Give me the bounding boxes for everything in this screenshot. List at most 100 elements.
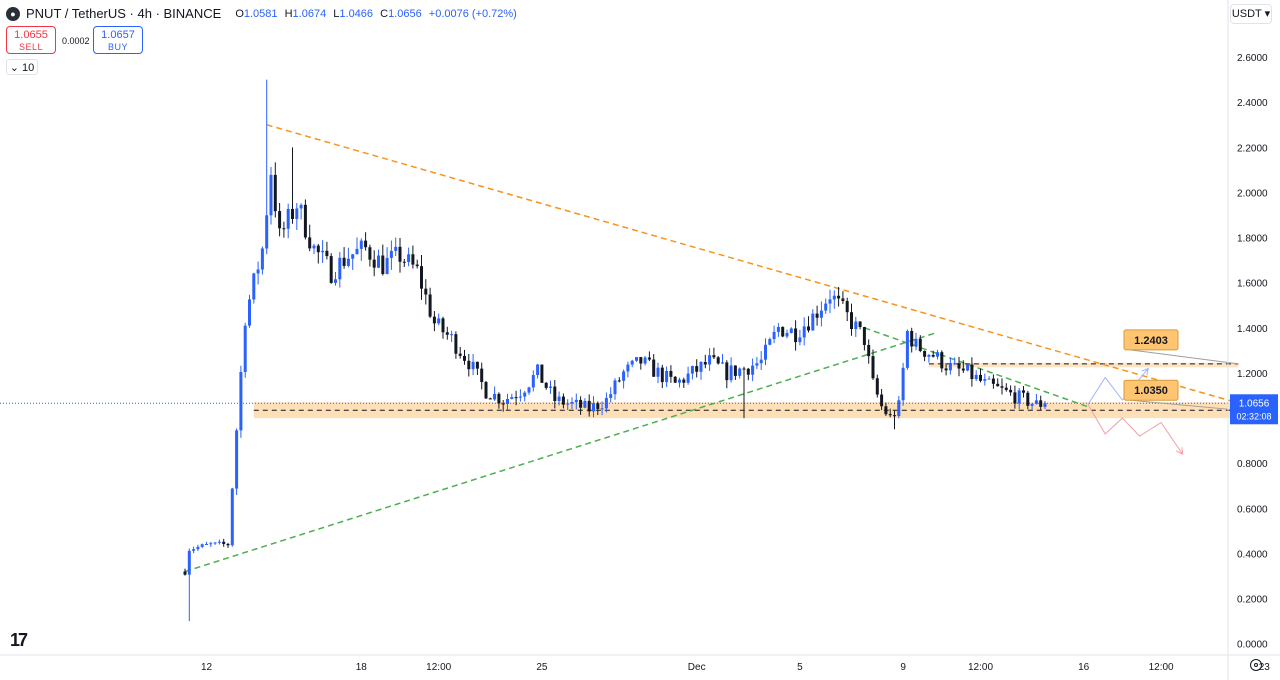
candle-body — [755, 363, 759, 366]
candle-body — [411, 254, 415, 265]
x-tick-label: 12 — [201, 662, 213, 673]
candle-body — [918, 338, 922, 351]
candle-body — [536, 364, 540, 376]
candle-body — [725, 362, 729, 381]
candle-body — [359, 240, 363, 249]
gear-icon[interactable] — [1250, 659, 1262, 671]
price-labels: 1.2403 1.0350 — [1123, 329, 1239, 411]
candle-body — [617, 380, 621, 382]
y-tick-label: 0.2000 — [1237, 595, 1268, 606]
candle-body — [746, 368, 750, 375]
projection-down-path — [1087, 404, 1184, 455]
open-label: O — [235, 7, 244, 20]
candle-countdown: 02:32:08 — [1236, 411, 1271, 421]
candle-body — [518, 396, 522, 398]
candle-body — [377, 255, 380, 268]
candle-body — [364, 240, 368, 248]
support-zone-band — [253, 402, 1256, 419]
label-box — [1123, 379, 1179, 401]
candle-body — [600, 408, 604, 410]
candle-body — [699, 362, 703, 372]
candle-body — [342, 257, 346, 266]
candle-body — [1017, 390, 1021, 404]
candle-body — [884, 406, 888, 415]
candle-body — [561, 396, 565, 405]
candle-body — [772, 331, 776, 340]
y-tick-label: 0.0000 — [1237, 640, 1268, 651]
candle-body — [308, 237, 312, 249]
symbol-title[interactable]: PNUT / TetherUS · 4h · BINANCE — [26, 6, 222, 21]
currency-select[interactable]: USDT ▾ — [1230, 4, 1272, 24]
candle-body — [888, 414, 892, 416]
sell-price: 1.0655 — [14, 29, 48, 41]
candle-body — [776, 326, 780, 332]
candle-body — [867, 344, 871, 357]
candle-body — [647, 357, 651, 360]
candle-body — [604, 397, 608, 409]
candle-body — [673, 376, 677, 383]
candle-body — [544, 382, 548, 388]
candle-body — [1004, 387, 1008, 390]
candle-body — [437, 318, 441, 324]
candle-body — [703, 362, 707, 365]
candle-body — [579, 399, 583, 408]
candle-body — [1013, 392, 1017, 404]
candle-body — [497, 393, 501, 404]
chevron-down-icon: ⌄ — [9, 62, 19, 74]
sell-button[interactable]: 1.0655 SELL — [6, 26, 56, 54]
label-text: 1.0350 — [1134, 385, 1168, 397]
candle-body — [716, 357, 720, 364]
candle-body — [764, 344, 767, 360]
chart-header: ● PNUT / TetherUS · 4h · BINANCE O1.0581… — [6, 6, 517, 21]
projection-down-path-arrowhead — [1176, 447, 1184, 456]
candle-body — [321, 250, 325, 253]
candle-body — [334, 279, 337, 283]
resistance-zone-band — [928, 362, 1239, 368]
candle-body — [303, 204, 307, 238]
candle-body — [824, 303, 828, 311]
candle-body — [346, 258, 350, 266]
candle-body — [265, 215, 269, 249]
candle-body — [811, 313, 815, 331]
candle-body — [484, 382, 488, 399]
candle-body — [901, 367, 905, 401]
high-value: 1.0674 — [292, 7, 327, 20]
y-tick-label: 2.4000 — [1237, 98, 1268, 109]
peanut-token-icon: ● — [6, 6, 20, 21]
candle-body — [295, 208, 299, 219]
candle-body — [441, 318, 445, 333]
candle-body — [897, 400, 901, 417]
candle-body — [785, 332, 789, 337]
candle-body — [768, 339, 772, 345]
indicator-toggle[interactable]: ⌄ 10 — [6, 59, 38, 75]
y-tick-label: 2.6000 — [1237, 53, 1268, 64]
candle-body — [402, 261, 406, 263]
candle-body — [480, 368, 484, 383]
candle-body — [394, 246, 398, 251]
y-tick-label: 2.0000 — [1237, 188, 1268, 199]
candle-body — [316, 245, 320, 253]
candle-body — [566, 403, 570, 405]
candle-body — [682, 379, 686, 383]
buy-button[interactable]: 1.0657 BUY — [93, 26, 143, 54]
candle-body — [798, 337, 802, 343]
last-price-value: 1.0656 — [1239, 398, 1270, 409]
candle-body — [278, 211, 282, 229]
x-tick-label: 12:00 — [1149, 662, 1174, 673]
candle-body — [583, 400, 587, 408]
candle-body — [751, 365, 755, 375]
label-text: 1.2403 — [1134, 335, 1168, 347]
candle-body — [192, 549, 196, 551]
candle-body — [1026, 392, 1030, 406]
candle-body — [454, 334, 458, 354]
label-box — [1123, 329, 1179, 351]
candle-body — [389, 250, 393, 258]
candle-body — [424, 288, 428, 295]
candle-body — [841, 298, 845, 302]
candle-body — [979, 374, 982, 381]
tradingview-logo-icon[interactable]: 17 — [10, 630, 28, 650]
candle-body — [467, 360, 471, 370]
price-axis[interactable]: 2.6000 2.4000 2.2000 2.0000 1.8000 1.6000 1.40… — [1227, 0, 1278, 680]
